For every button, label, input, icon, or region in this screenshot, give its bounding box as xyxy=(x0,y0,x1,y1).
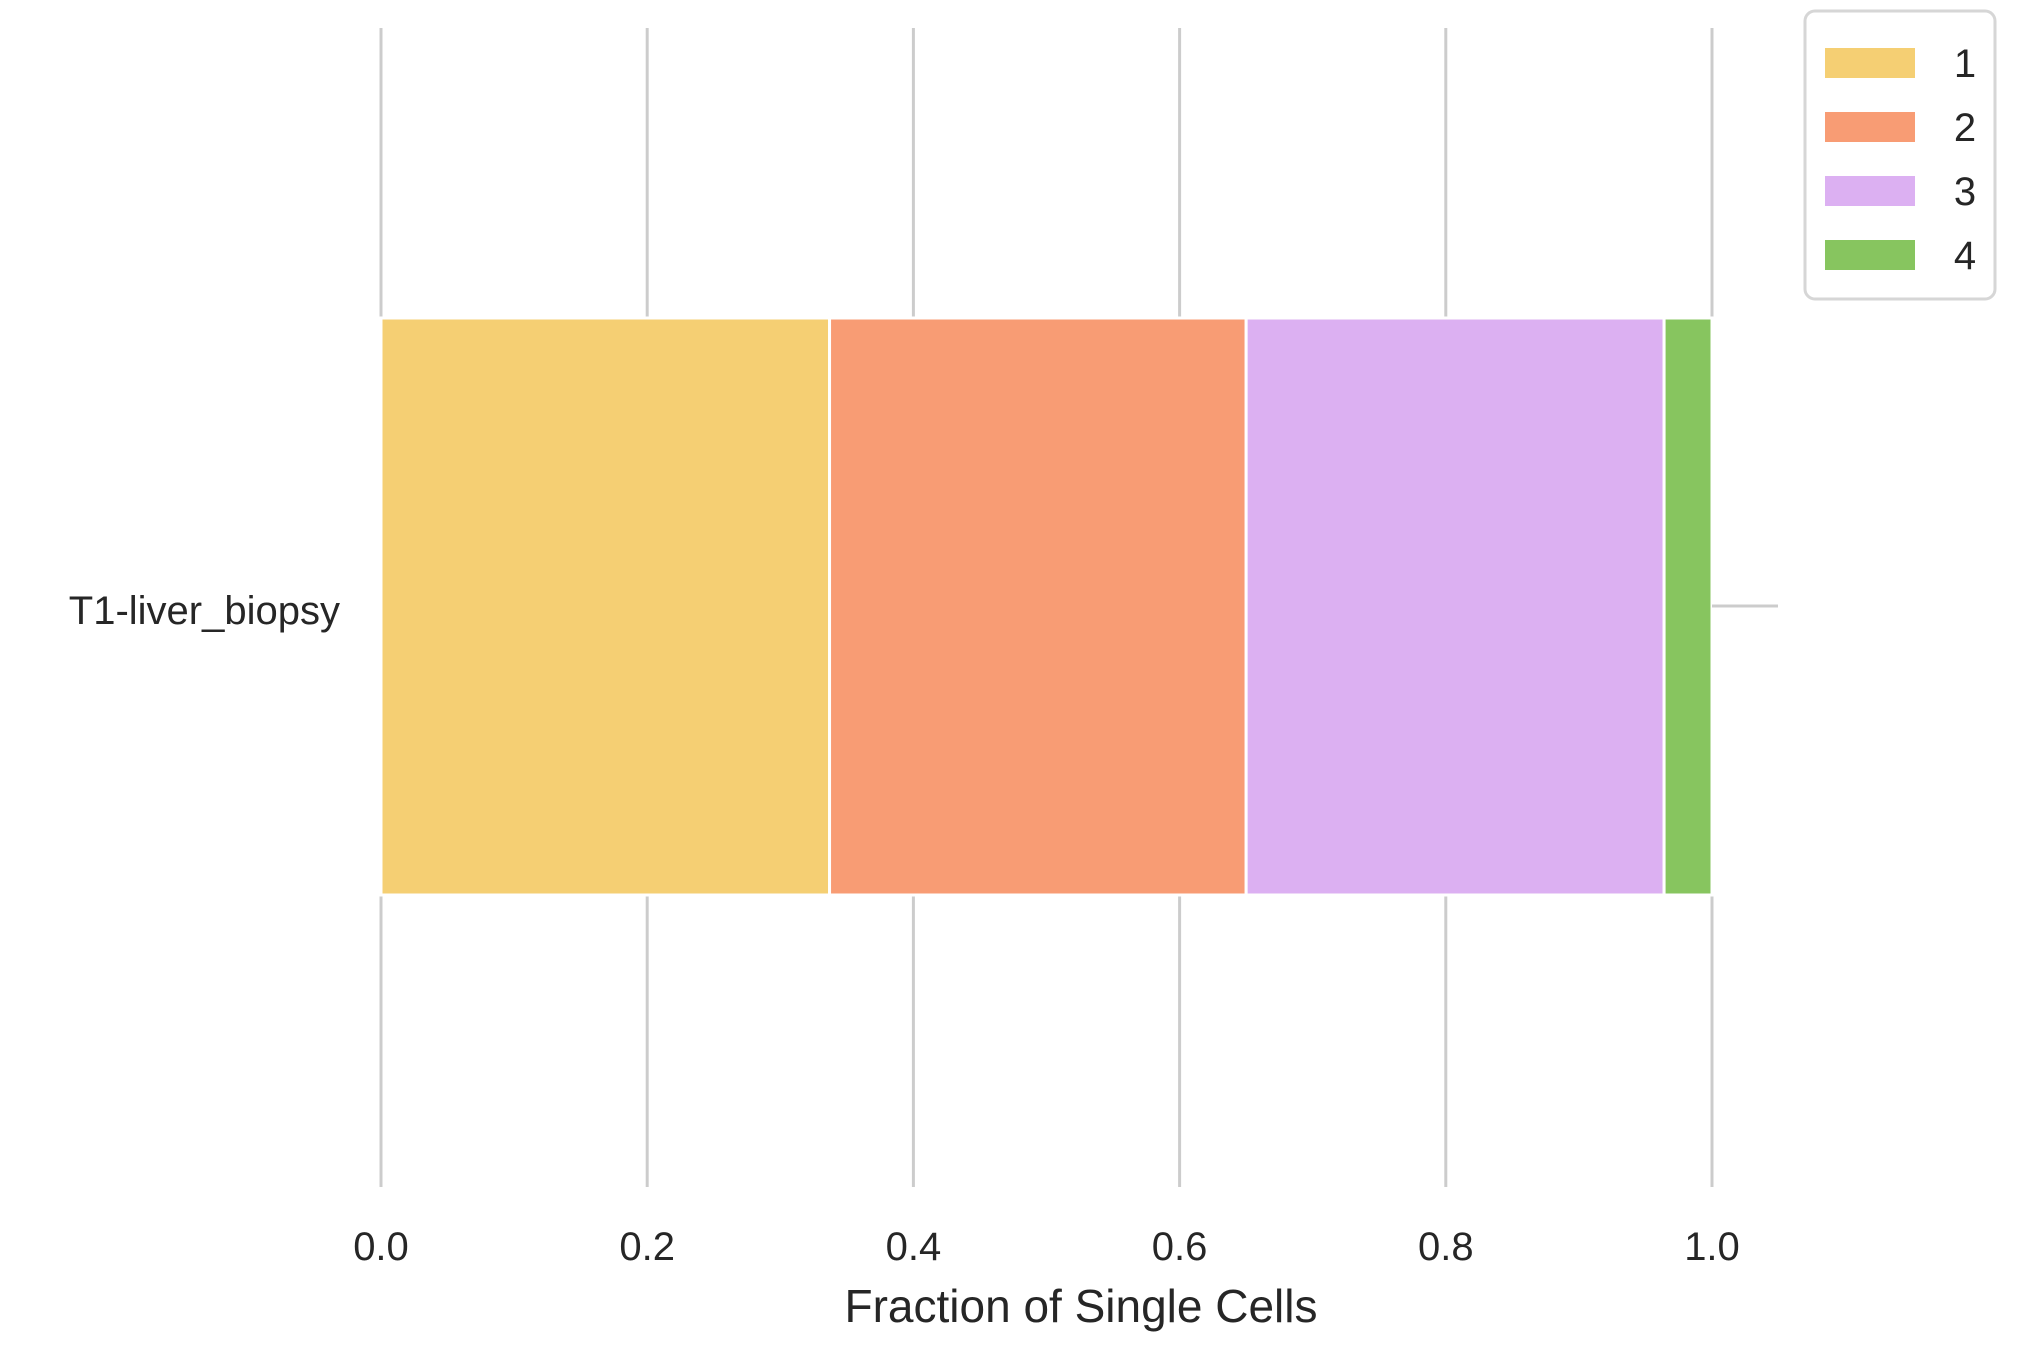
bar-segment-2 xyxy=(828,316,1248,897)
legend-swatch-1 xyxy=(1825,48,1915,78)
legend-label-2: 2 xyxy=(1954,106,1976,150)
x-tick-label: 1.0 xyxy=(1684,1225,1740,1269)
x-tick-label: 0.2 xyxy=(619,1225,675,1269)
legend-label-3: 3 xyxy=(1954,170,1976,214)
bar-segment-3 xyxy=(1244,316,1666,897)
bar-segment-1 xyxy=(379,316,832,897)
legend-swatch-3 xyxy=(1825,176,1915,206)
x-tick-label: 0.6 xyxy=(1152,1225,1208,1269)
legend-label-4: 4 xyxy=(1954,234,1976,278)
y-tick-labels: T1-liver_biopsy xyxy=(69,589,340,633)
bars xyxy=(379,316,1778,897)
legend-swatch-4 xyxy=(1825,240,1915,270)
legend: 1 2 3 4 xyxy=(1803,9,1997,301)
y-tick-label: T1-liver_biopsy xyxy=(69,589,340,633)
x-tick-label: 0.4 xyxy=(886,1225,942,1269)
x-tick-labels: 0.0 0.2 0.4 0.6 0.8 1.0 xyxy=(353,1225,1740,1269)
legend-swatch-2 xyxy=(1825,112,1915,142)
bar-segment-4 xyxy=(1662,316,1714,897)
x-tick-label: 0.8 xyxy=(1418,1225,1474,1269)
x-axis-label: Fraction of Single Cells xyxy=(845,1280,1318,1332)
legend-frame xyxy=(1803,9,1997,301)
x-tick-label: 0.0 xyxy=(353,1225,409,1269)
legend-label-1: 1 xyxy=(1954,42,1976,86)
